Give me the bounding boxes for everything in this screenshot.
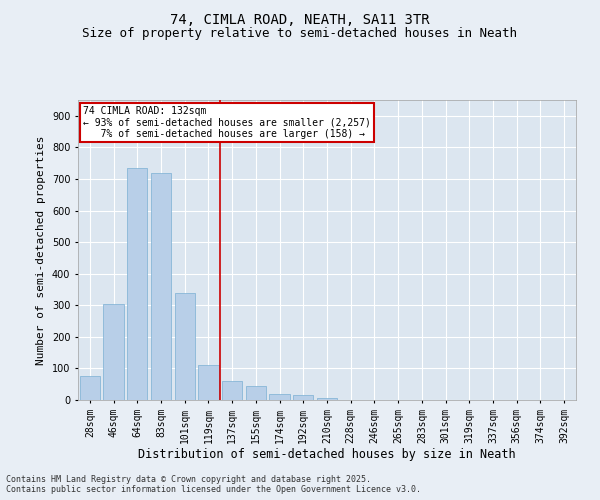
Text: Contains HM Land Registry data © Crown copyright and database right 2025.: Contains HM Land Registry data © Crown c… xyxy=(6,476,371,484)
Text: Size of property relative to semi-detached houses in Neath: Size of property relative to semi-detach… xyxy=(83,28,517,40)
Text: 74, CIMLA ROAD, NEATH, SA11 3TR: 74, CIMLA ROAD, NEATH, SA11 3TR xyxy=(170,12,430,26)
Bar xyxy=(293,396,313,400)
Bar xyxy=(103,304,124,400)
Text: Contains public sector information licensed under the Open Government Licence v3: Contains public sector information licen… xyxy=(6,486,421,494)
Bar xyxy=(127,168,148,400)
Text: 74 CIMLA ROAD: 132sqm
← 93% of semi-detached houses are smaller (2,257)
   7% of: 74 CIMLA ROAD: 132sqm ← 93% of semi-deta… xyxy=(83,106,371,139)
Bar xyxy=(222,381,242,400)
Bar xyxy=(151,172,171,400)
Bar xyxy=(269,394,290,400)
Bar xyxy=(175,292,195,400)
X-axis label: Distribution of semi-detached houses by size in Neath: Distribution of semi-detached houses by … xyxy=(138,448,516,462)
Bar xyxy=(80,376,100,400)
Bar xyxy=(246,386,266,400)
Bar xyxy=(317,398,337,400)
Y-axis label: Number of semi-detached properties: Number of semi-detached properties xyxy=(37,135,46,365)
Bar xyxy=(199,366,218,400)
